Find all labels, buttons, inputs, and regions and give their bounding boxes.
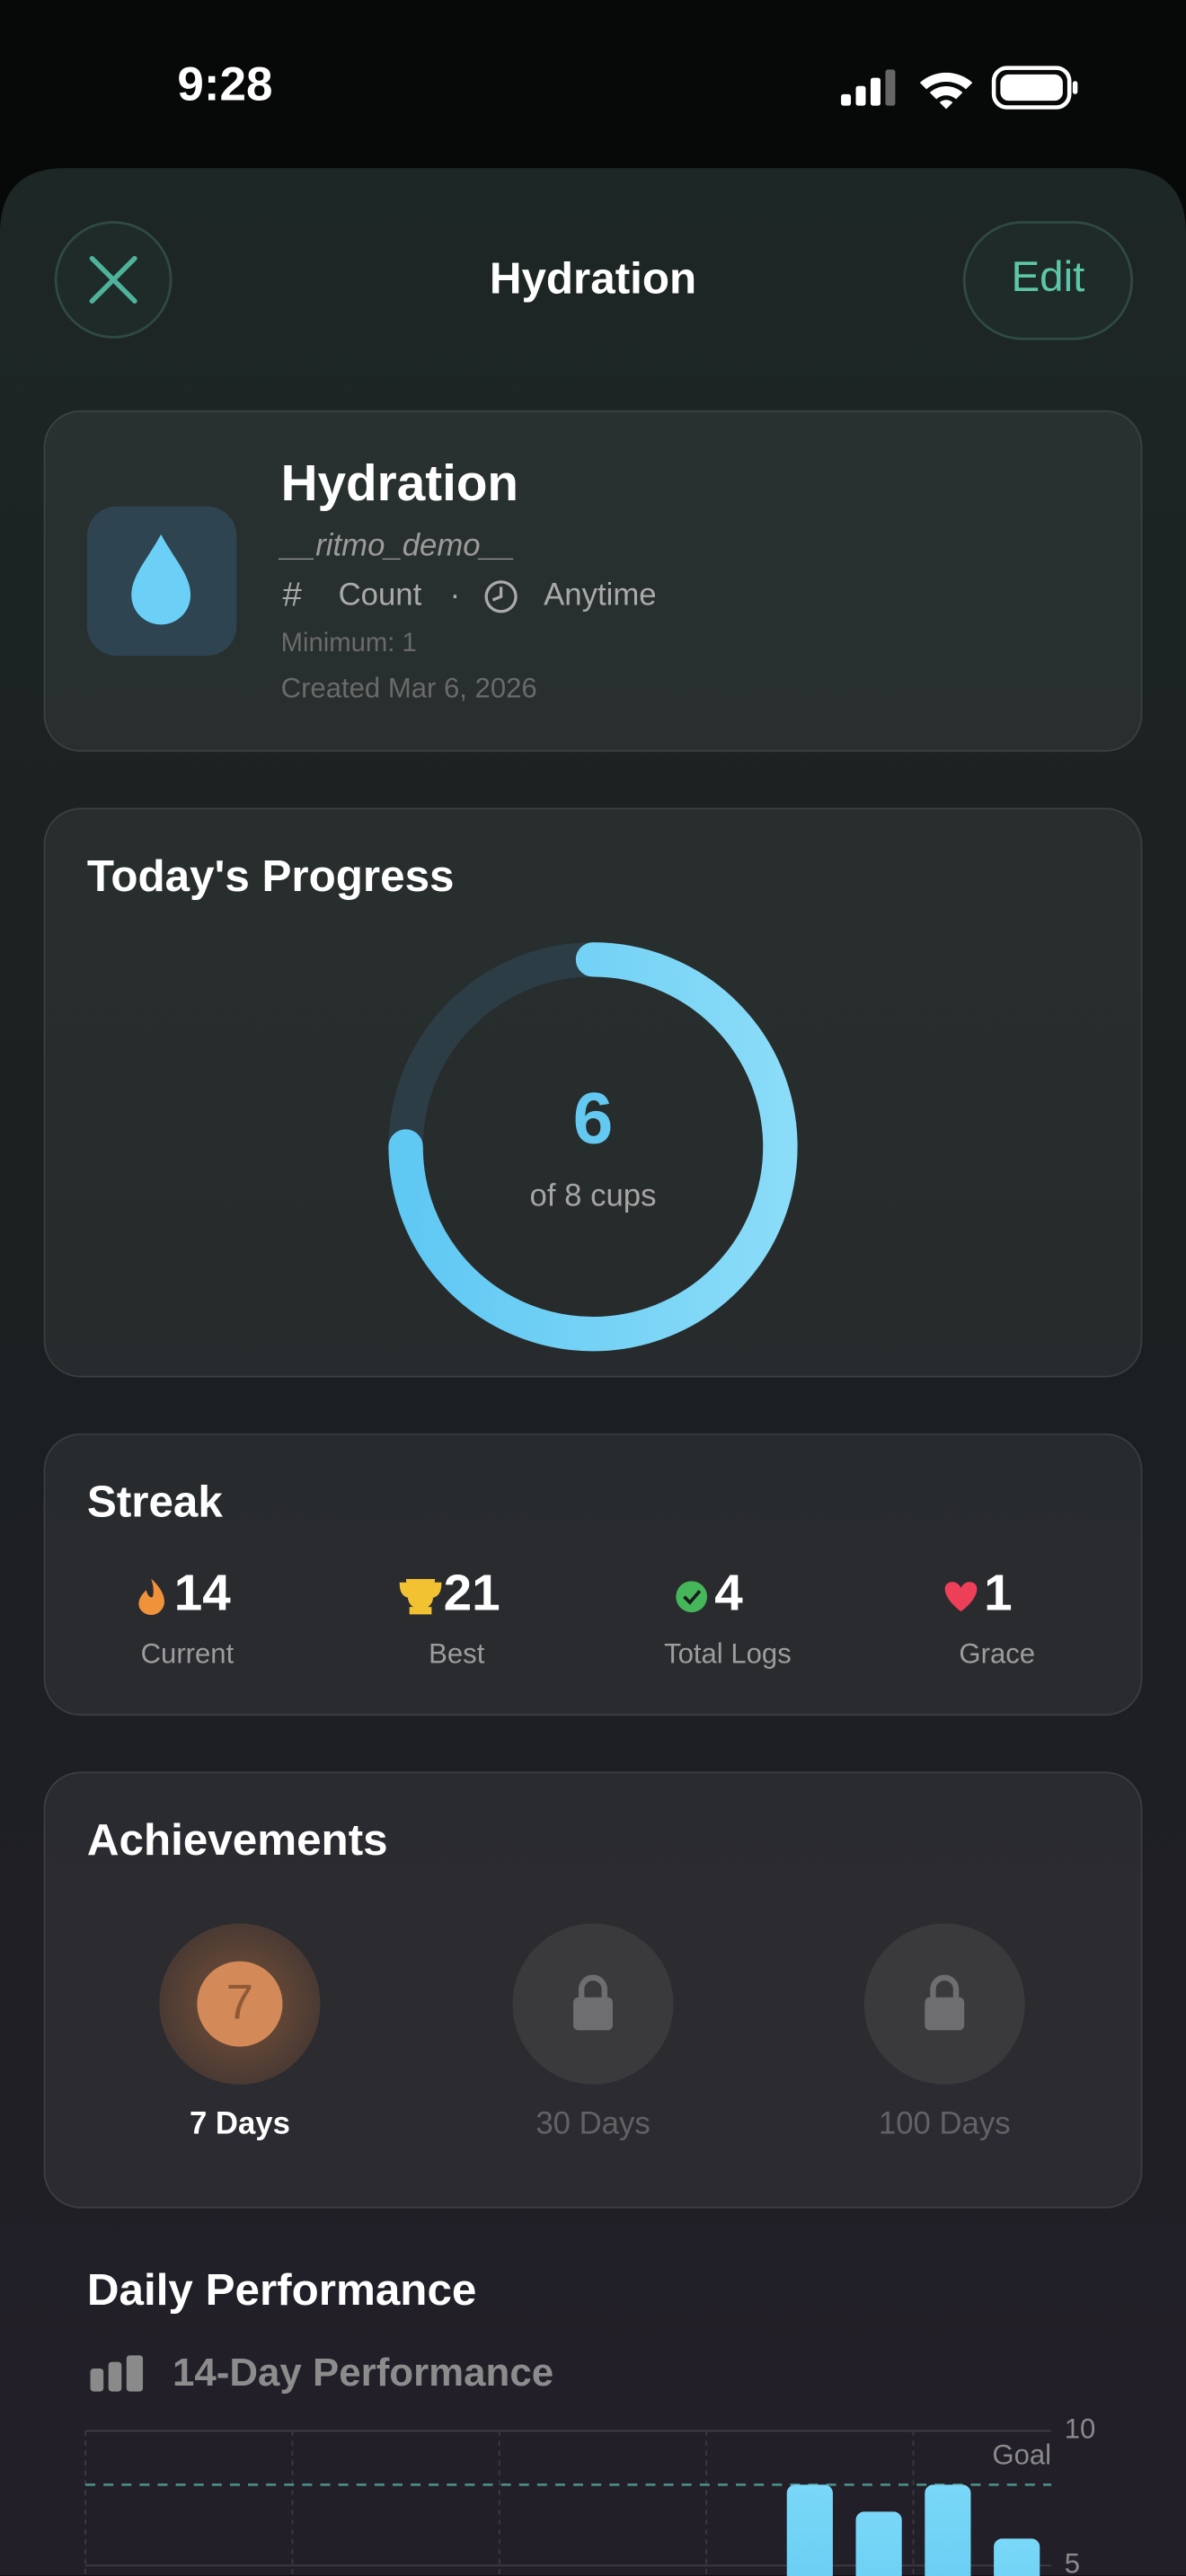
performance-title: Daily Performance [87,2265,476,2315]
bar [925,2484,971,2576]
status-time: 9:28 [177,58,272,111]
progress-ring [388,942,798,1352]
streak-item: 4 Total Logs [664,1566,792,1670]
separator: · [450,578,461,612]
achievement-label: 7 Days [190,2107,290,2141]
achievement: 30 Days [512,1923,674,2141]
habit-name: Hydration [281,455,518,512]
achievement: 7 7 Days [159,1923,321,2141]
lock-shackle [930,1974,960,1999]
edit-label[interactable]: Edit [1011,253,1084,301]
habit-owner: __ritmo_demo__ [279,529,516,563]
streak-label: Grace [959,1638,1035,1670]
streak-item: 1 Grace [944,1566,1035,1670]
streak-value: 4 [714,1566,743,1622]
check-mark [683,1590,702,1605]
streak-card [43,1433,1143,1716]
streak-item: 21 Best [399,1566,500,1670]
habit-kind: Count [339,578,422,612]
habit-icon [86,506,237,657]
check-icon [676,1581,708,1613]
header-title: Hydration [490,253,696,303]
streak-value: 1 [984,1566,1013,1622]
chart-title: 14-Day Performance [173,2351,553,2395]
progress-value: 6 [573,1078,614,1159]
progress-caption: of 8 cups [530,1179,657,1213]
heart-icon [944,1582,978,1612]
bar [855,2511,902,2576]
achievement-label: 100 Days [879,2107,1011,2141]
kind-symbol: # [282,575,302,613]
achievement-label: 30 Days [535,2107,650,2141]
habit-card [43,410,1143,753]
lock-body [573,1997,613,2031]
status-icons [841,66,1078,110]
habit-schedule: Anytime [544,578,656,612]
achievement: 100 Days [863,1923,1025,2141]
progress-card [43,807,1143,1378]
streak-item: 14 Current [138,1566,235,1670]
close-button[interactable] [54,221,173,339]
chart-icon [90,2355,144,2392]
habit-minimum: Minimum: 1 [281,629,417,657]
achievements-title: Achievements [87,1815,388,1865]
y-tick-label: 5 [1065,2548,1080,2576]
streak-title: Streak [87,1477,223,1526]
lock-body [925,1997,965,2031]
streak-value: 14 [174,1566,232,1622]
bar [786,2484,833,2576]
streak-value: 21 [444,1566,500,1622]
edit-button[interactable]: Edit [962,221,1134,340]
lock-shackle [579,1974,607,1999]
y-tick-label: 10 [1065,2413,1096,2445]
streak-label: Best [429,1638,485,1670]
badge [197,1961,283,2047]
streak-label: Current [141,1638,235,1670]
badge-number: 7 [226,1973,254,2029]
goal-label: Goal [992,2439,1051,2471]
bar [994,2538,1040,2576]
clock-icon [484,580,518,613]
flame-icon [138,1578,164,1616]
trophy-icon [399,1579,442,1615]
progress-title: Today's Progress [87,851,455,901]
streak-label: Total Logs [664,1638,792,1670]
habit-created: Created Mar 6, 2026 [281,673,537,704]
